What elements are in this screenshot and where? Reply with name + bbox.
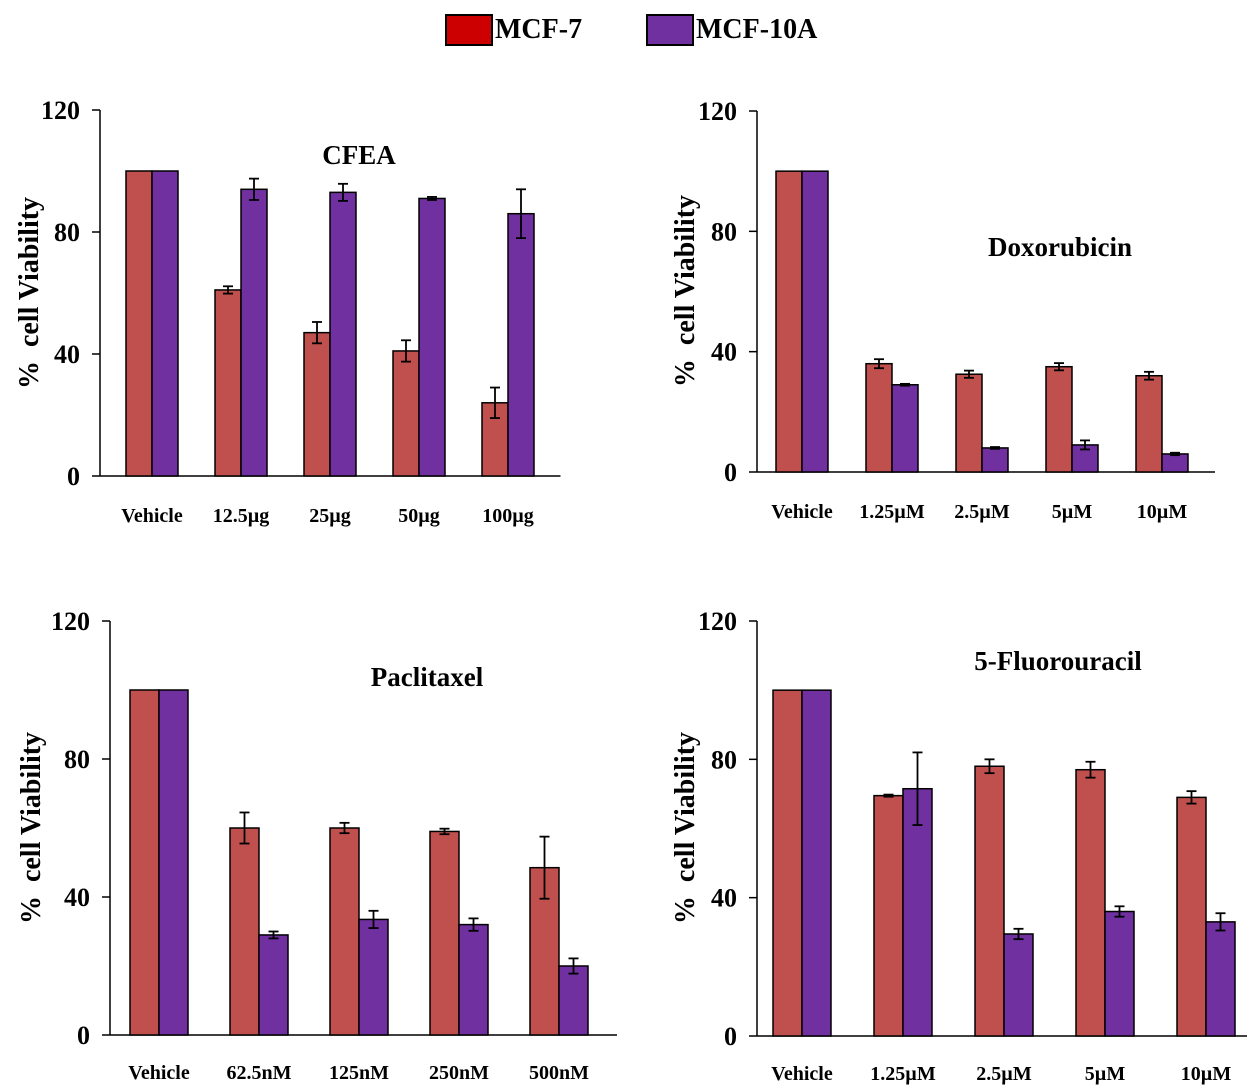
bar — [214, 289, 242, 477]
bar — [329, 191, 357, 477]
category-label: 12.5µg — [213, 505, 270, 527]
bar — [902, 787, 933, 1037]
chart-title: Paclitaxel — [371, 662, 484, 692]
legend: MCF-7 MCF-10A — [0, 14, 1247, 54]
legend-label-mcf10a: MCF-10A — [696, 14, 818, 45]
bar — [329, 827, 360, 1036]
y-axis-label: % cell Viability — [16, 732, 47, 924]
bar — [151, 170, 179, 477]
bar — [558, 965, 589, 1036]
chart-title: CFEA — [322, 140, 396, 170]
bar — [1205, 921, 1236, 1037]
bar — [981, 447, 1009, 473]
legend-item-mcf10a: MCF-10A — [646, 14, 817, 46]
category-label: 250nM — [429, 1062, 489, 1084]
category-label: 25µg — [309, 505, 351, 527]
bar — [775, 170, 803, 473]
bar — [1176, 796, 1207, 1037]
y-tick-label: 40 — [711, 884, 737, 913]
category-label: Vehicle — [121, 505, 183, 527]
bar — [1135, 374, 1163, 473]
y-tick-label: 40 — [711, 338, 737, 367]
category-label: 100µg — [482, 505, 534, 527]
bar — [507, 212, 535, 477]
category-label: 62.5nM — [227, 1062, 292, 1084]
category-label: 5µM — [1085, 1063, 1126, 1085]
y-tick-label: 80 — [54, 218, 80, 247]
category-label: 10µM — [1137, 501, 1188, 523]
chart-title: Doxorubicin — [988, 232, 1132, 262]
bar — [258, 934, 289, 1036]
legend-swatch-mcf7 — [445, 14, 493, 46]
category-label: 10µM — [1181, 1063, 1232, 1085]
bar — [974, 765, 1005, 1037]
bar — [158, 689, 189, 1036]
category-label: Vehicle — [771, 501, 833, 523]
category-label: 1.25µM — [870, 1063, 936, 1085]
category-label: Vehicle — [771, 1063, 833, 1085]
chart-title: 5-Fluorouracil — [974, 646, 1142, 676]
bar — [129, 689, 160, 1036]
bar — [801, 170, 829, 473]
y-tick-label: 120 — [698, 97, 737, 126]
y-tick-label: 0 — [724, 1022, 737, 1051]
y-axis-label: % cell Viability — [670, 732, 701, 924]
bar — [891, 384, 919, 473]
bar — [1104, 910, 1135, 1037]
category-label: 5µM — [1052, 501, 1093, 523]
category-label: 2.5µM — [954, 501, 1010, 523]
y-tick-label: 40 — [54, 340, 80, 369]
bar — [1075, 768, 1106, 1037]
bar — [801, 689, 832, 1037]
category-label: 50µg — [398, 505, 440, 527]
bar — [418, 197, 446, 477]
bar — [955, 373, 983, 473]
bar — [873, 794, 904, 1037]
y-axis-label: % cell Viability — [670, 195, 701, 387]
legend-item-mcf7: MCF-7 — [445, 14, 582, 46]
category-label: Vehicle — [128, 1062, 190, 1084]
y-tick-label: 80 — [711, 745, 737, 774]
y-tick-label: 0 — [67, 462, 80, 491]
category-label: 1.25µM — [859, 501, 925, 523]
bar — [772, 689, 803, 1037]
legend-label-mcf7: MCF-7 — [495, 14, 583, 45]
legend-swatch-mcf10a — [646, 14, 694, 46]
category-label: 125nM — [329, 1062, 389, 1084]
category-label: 500nM — [529, 1062, 589, 1084]
y-tick-label: 0 — [724, 458, 737, 487]
bar — [303, 331, 331, 477]
bar — [1003, 933, 1034, 1037]
y-axis-label: % cell Viability — [14, 197, 45, 389]
y-tick-label: 80 — [64, 745, 90, 774]
y-tick-label: 120 — [41, 96, 80, 125]
category-label: 2.5µM — [976, 1063, 1032, 1085]
bar — [240, 188, 268, 477]
y-tick-label: 120 — [698, 607, 737, 636]
y-tick-label: 40 — [64, 883, 90, 912]
y-tick-label: 80 — [711, 217, 737, 246]
y-tick-label: 0 — [77, 1021, 90, 1050]
y-tick-label: 120 — [51, 607, 90, 636]
